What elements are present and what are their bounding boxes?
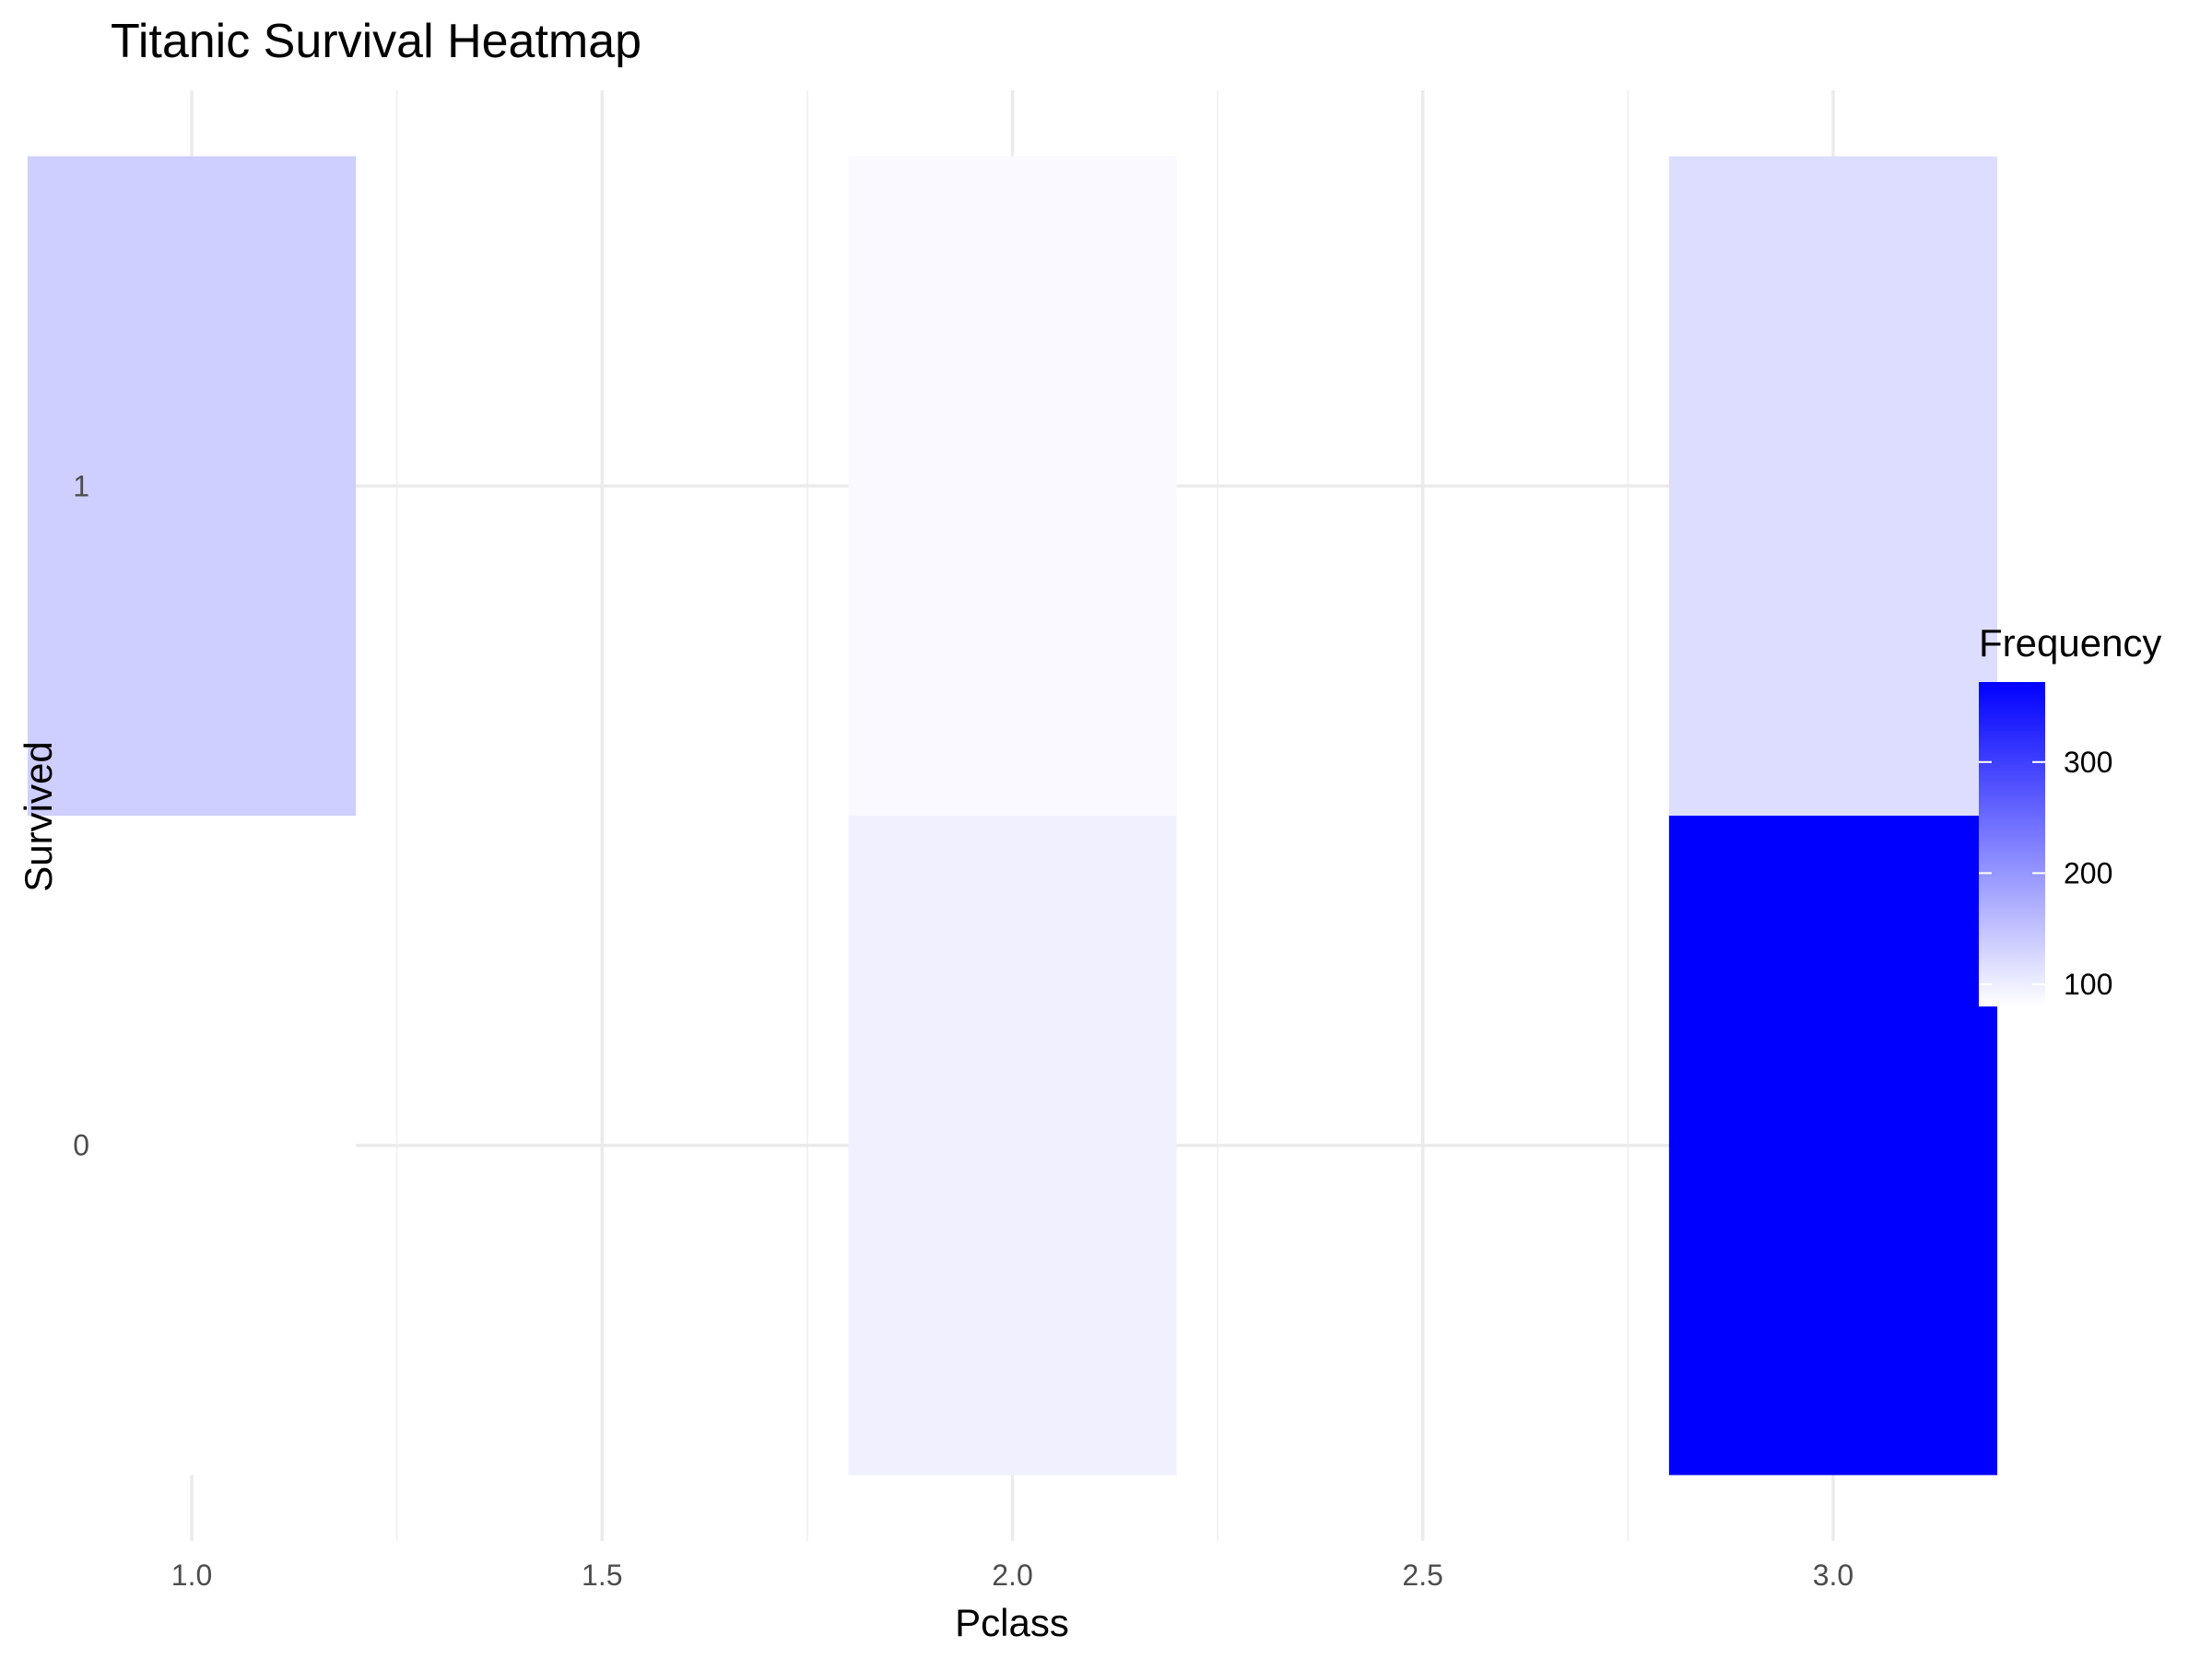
chart-title: Titanic Survival Heatmap (111, 15, 641, 68)
heatmap-cell-pclass-2-survived-1 (848, 156, 1177, 816)
legend-color-bar (1979, 682, 2045, 1006)
heatmap-cell-pclass-1-survived-0 (27, 816, 357, 1476)
legend-tick-label: 100 (2064, 968, 2112, 1001)
y-axis-title: Survived (17, 741, 60, 891)
x-axis-title: Pclass (955, 1601, 1069, 1644)
y-tick-label: 1 (73, 469, 89, 502)
legend-tick-label: 200 (2064, 856, 2112, 889)
x-axis-ticks: 1.0 1.5 2.0 2.5 3.0 (171, 1559, 1853, 1592)
y-tick-label: 0 (73, 1129, 89, 1162)
x-tick-label: 1.5 (582, 1559, 622, 1592)
heatmap-cell-pclass-1-survived-1 (27, 156, 357, 816)
heatmap-cell-pclass-3-survived-0 (1668, 816, 1998, 1476)
heatmap-cell-pclass-3-survived-1 (1668, 156, 1998, 816)
x-tick-label: 3.0 (1813, 1559, 1853, 1592)
legend-ticks: 100 200 300 (1979, 746, 2112, 1001)
y-axis-ticks: 01 (73, 469, 89, 1161)
heatmap-cell-pclass-2-survived-0 (848, 816, 1177, 1476)
x-tick-label: 2.0 (992, 1559, 1032, 1592)
grid-minor (395, 90, 1630, 1541)
legend-title: Frequency (1979, 621, 2161, 665)
x-tick-label: 2.5 (1402, 1559, 1442, 1592)
legend-tick-label: 300 (2064, 746, 2112, 779)
x-tick-label: 1.0 (171, 1559, 212, 1592)
heatmap-cells (27, 156, 1998, 1476)
legend: Frequency 100 200 300 (1979, 621, 2161, 1006)
